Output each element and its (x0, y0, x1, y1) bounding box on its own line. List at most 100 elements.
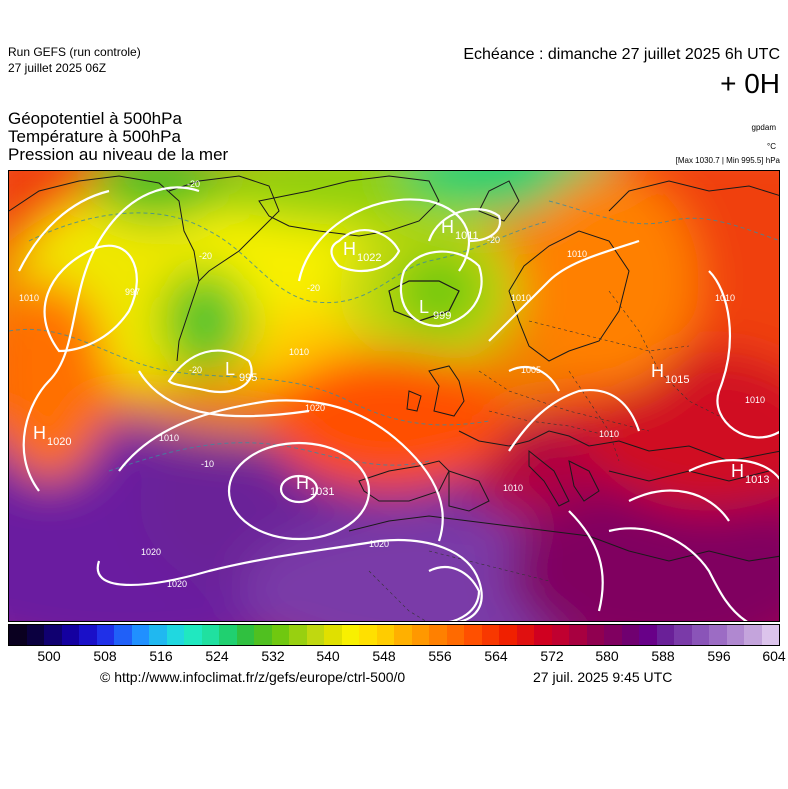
isobar-label: 1020 (167, 579, 187, 589)
colorbar-swatch (341, 625, 359, 645)
pressure-center-value: 1013 (745, 474, 769, 486)
temperature-label: -20 (187, 179, 200, 189)
isobar-label: 1020 (141, 547, 161, 557)
source-url[interactable]: © http://www.infoclimat.fr/z/gefs/europe… (100, 669, 406, 685)
unit-temperature: °C (767, 142, 776, 151)
colorbar-swatch (464, 625, 482, 645)
weather-map[interactable]: H 1020 L 995 H 1022 H 1011 L 999 H 1031 H 1015 H 1013 10… (8, 170, 780, 622)
isobar-label: 1020 (305, 403, 325, 413)
colorbar-swatch (149, 625, 167, 645)
colorbar-tick-label: 596 (707, 648, 731, 664)
colorbar-swatch (9, 625, 27, 645)
colorbar-swatch (289, 625, 307, 645)
run-title: Run GEFS (run controle) (8, 45, 141, 59)
pressure-center-letter: H (296, 473, 309, 493)
isobar-label: 1020 (369, 539, 389, 549)
temperature-contours (9, 200, 779, 472)
isobar-label: 1010 (567, 249, 587, 259)
colorbar-swatch (761, 625, 779, 645)
colorbar-swatch (569, 625, 587, 645)
colorbar-swatch (586, 625, 604, 645)
colorbar-swatch (394, 625, 412, 645)
colorbar-tick-label: 556 (428, 648, 452, 664)
colorbar (8, 624, 780, 646)
isobar-label: 1010 (745, 395, 765, 405)
colorbar-swatch (131, 625, 149, 645)
colorbar-swatch (324, 625, 342, 645)
colorbar-swatch (236, 625, 254, 645)
colorbar-tick-label: 564 (484, 648, 508, 664)
pressure-center-value: 1020 (47, 436, 71, 448)
temperature-label: -20 (307, 283, 320, 293)
pressure-center-value: 1031 (310, 486, 334, 498)
pressure-center-value: 1011 (455, 230, 479, 242)
colorbar-swatch (219, 625, 237, 645)
param-pressure: Pression au niveau de la mer (8, 145, 229, 164)
colorbar-tick-label: 604 (762, 648, 786, 664)
temperature-label: -10 (201, 459, 214, 469)
colorbar-swatch (429, 625, 447, 645)
colorbar-tick-label: 532 (261, 648, 285, 664)
colorbar-swatch (271, 625, 289, 645)
pressure-center-letter: L (225, 359, 235, 379)
pressure-center-letter: H (731, 461, 744, 481)
isobar-label: 1010 (19, 293, 39, 303)
colorbar-swatch (551, 625, 569, 645)
colorbar-swatch (604, 625, 622, 645)
isobar-label: 997 (125, 287, 140, 297)
pressure-minmax: [Max 1030.7 | Min 995.5] hPa (675, 156, 780, 165)
pressure-center-letter: L (419, 297, 429, 317)
temperature-label: -20 (199, 251, 212, 261)
isobar-label: 1005 (521, 365, 541, 375)
colorbar-swatch (411, 625, 429, 645)
colorbar-swatch (709, 625, 727, 645)
colorbar-swatch (26, 625, 44, 645)
colorbar-swatch (674, 625, 692, 645)
geopotential-field (9, 171, 779, 621)
isobar-label: 1010 (289, 347, 309, 357)
isobar-label: 1010 (511, 293, 531, 303)
colorbar-swatch (621, 625, 639, 645)
colorbar-swatch (744, 625, 762, 645)
run-date: 27 juillet 2025 06Z (8, 61, 107, 75)
forecast-valid-time: Echéance : dimanche 27 juillet 2025 6h U… (463, 46, 780, 63)
colorbar-swatch (254, 625, 272, 645)
temperature-label: -20 (189, 365, 202, 375)
colorbar-swatch (359, 625, 377, 645)
temperature-label: -20 (487, 235, 500, 245)
pressure-center-value: 1015 (665, 374, 689, 386)
borders (368, 290, 730, 621)
param-temperature: Température à 500hPa (8, 127, 181, 146)
colorbar-swatch (691, 625, 709, 645)
colorbar-swatch (656, 625, 674, 645)
colorbar-tick-label: 516 (149, 648, 173, 664)
pressure-center-value: 995 (239, 372, 257, 384)
colorbar-swatch (446, 625, 464, 645)
isobar-label: 1010 (159, 433, 179, 443)
colorbar-swatch (61, 625, 79, 645)
colorbar-swatch (201, 625, 219, 645)
colorbar-tick-label: 588 (651, 648, 675, 664)
pressure-center-value: 999 (433, 310, 451, 322)
lead-time: + 0H (720, 68, 780, 99)
colorbar-swatch (79, 625, 97, 645)
colorbar-tick-label: 580 (595, 648, 619, 664)
pressure-center-value: 1022 (357, 252, 381, 264)
colorbar-tick-label: 572 (540, 648, 564, 664)
colorbar-swatch (306, 625, 324, 645)
pressure-center-letter: H (33, 423, 46, 443)
unit-geopotential: gpdam (751, 123, 776, 132)
colorbar-tick-label: 548 (372, 648, 396, 664)
pressure-center-letter: H (343, 239, 356, 259)
colorbar-swatch (481, 625, 499, 645)
pressure-center-letter: H (441, 217, 454, 237)
pressure-center-letter: H (651, 361, 664, 381)
colorbar-swatch (114, 625, 132, 645)
colorbar-swatch (96, 625, 114, 645)
colorbar-tick-label: 500 (37, 648, 61, 664)
colorbar-swatch (726, 625, 744, 645)
colorbar-tick-label: 524 (205, 648, 229, 664)
colorbar-swatch (44, 625, 62, 645)
